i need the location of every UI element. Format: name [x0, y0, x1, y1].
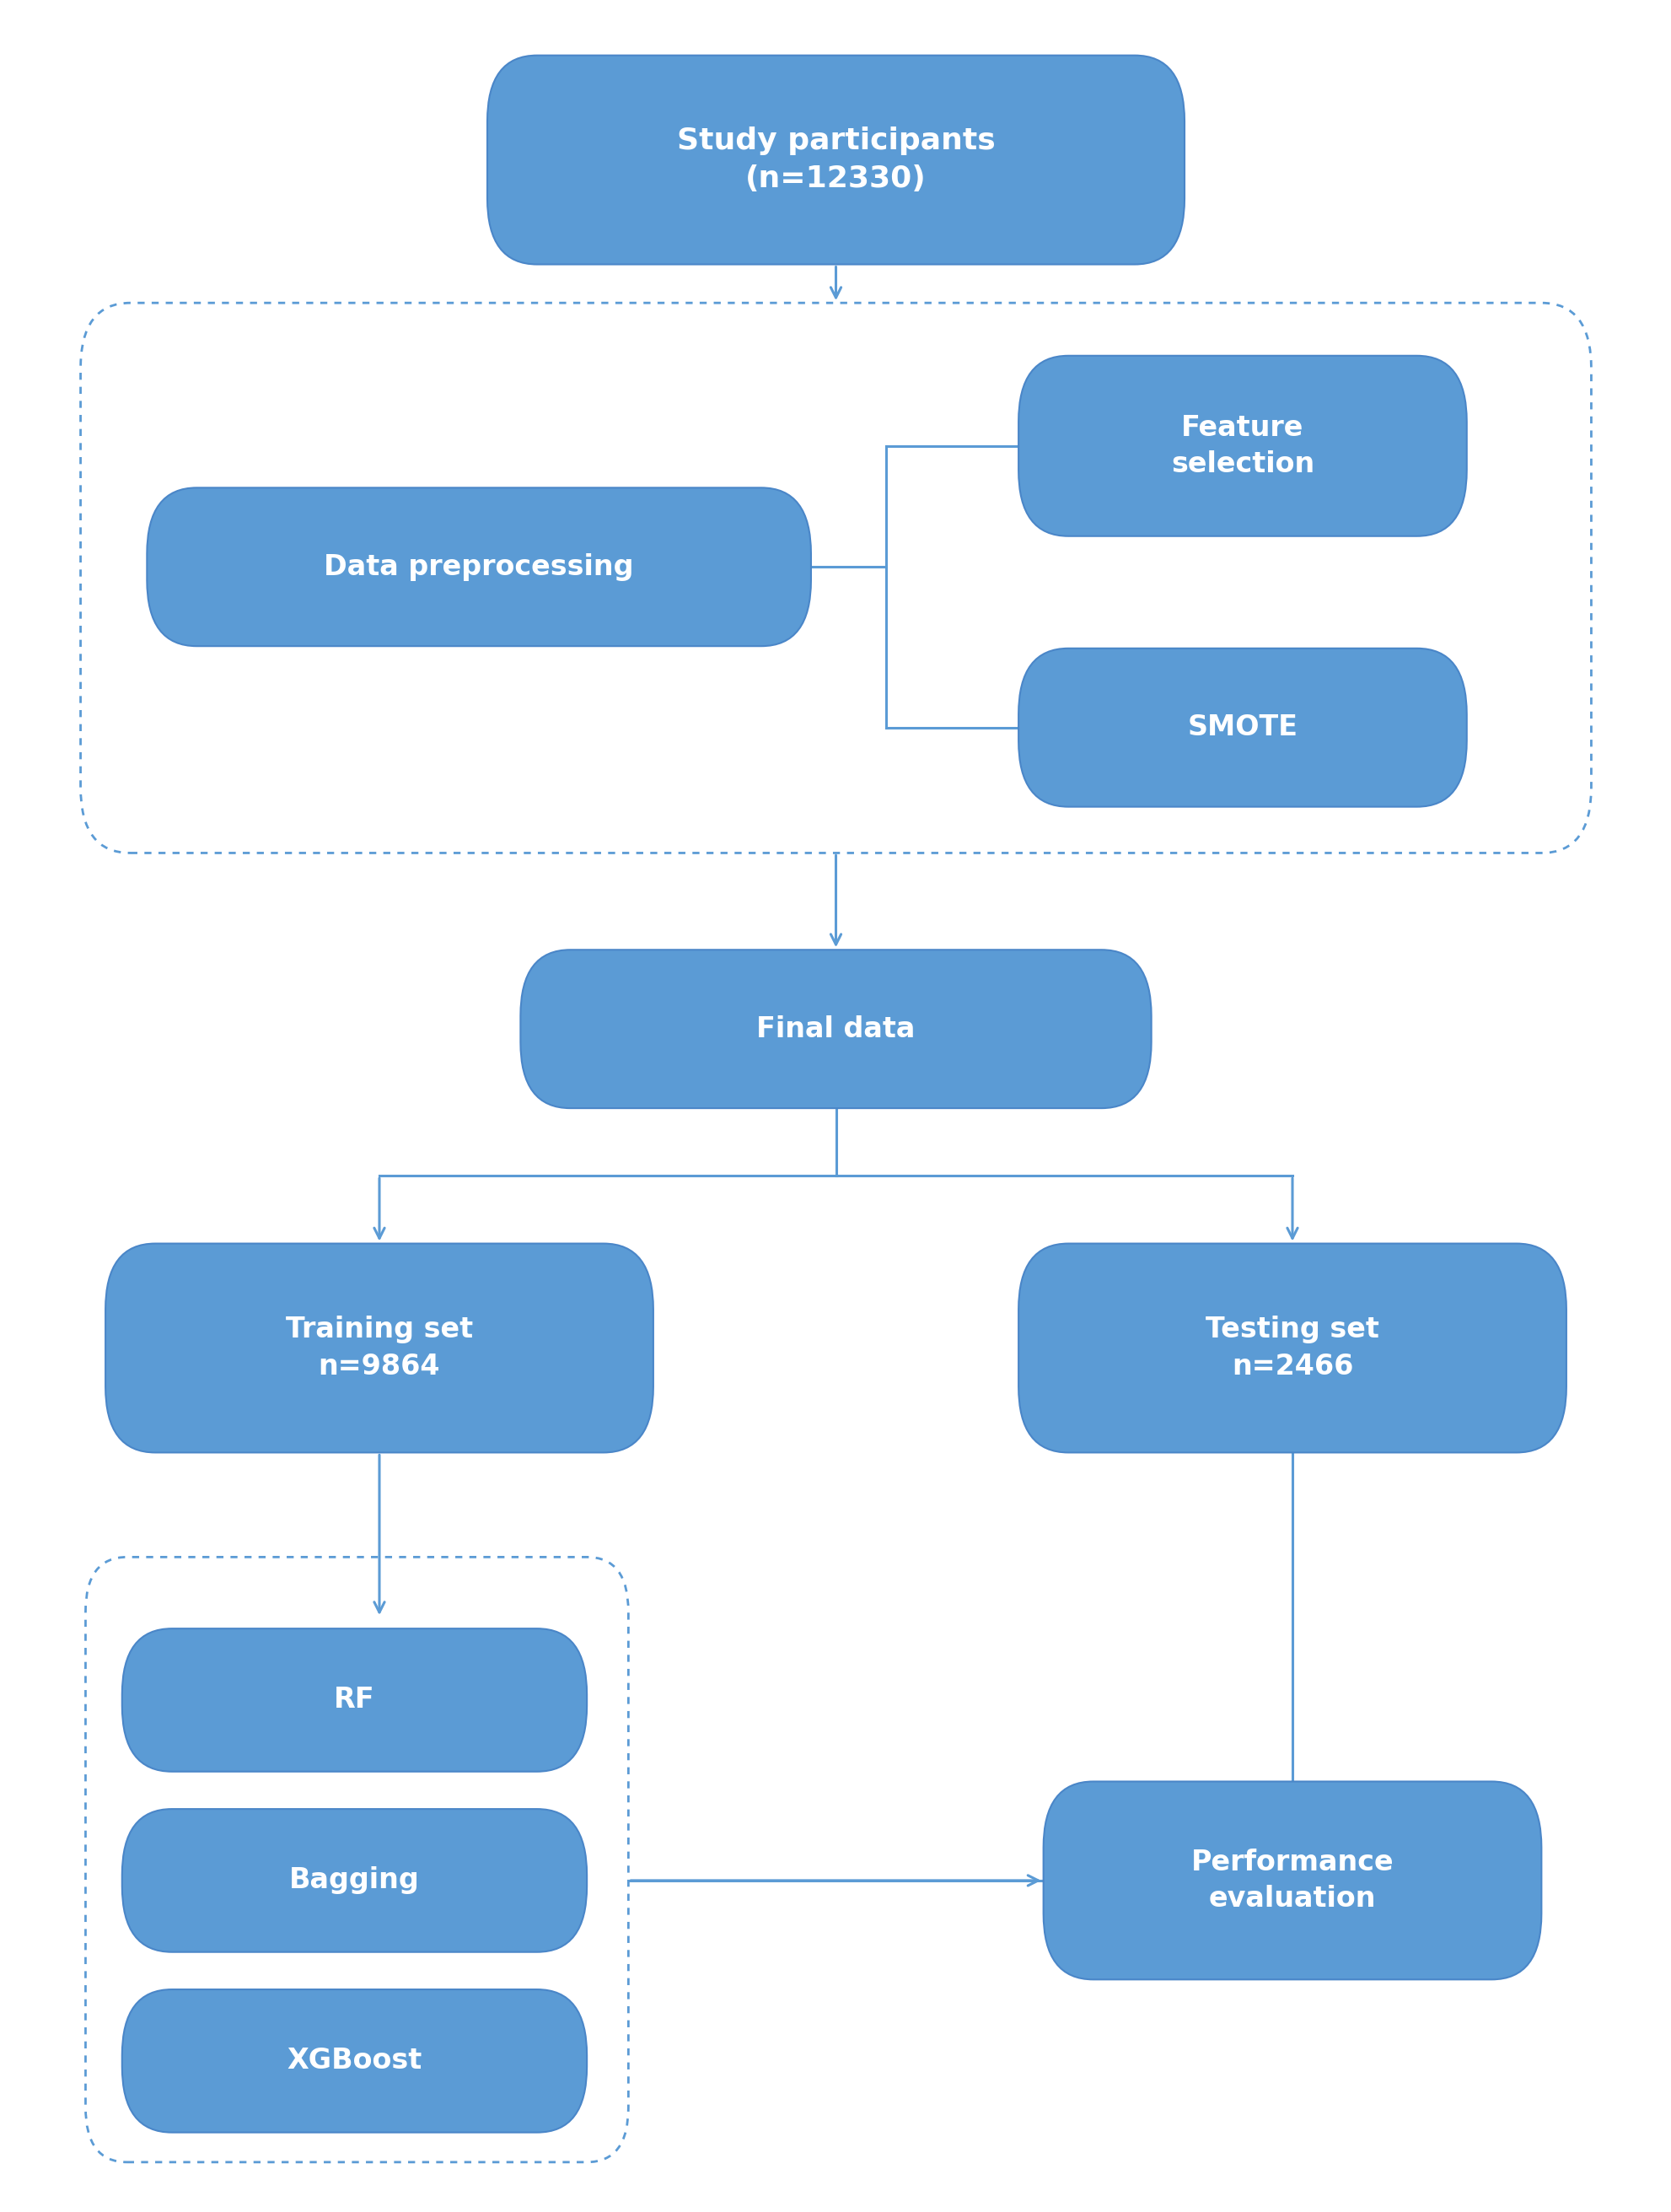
FancyBboxPatch shape [520, 949, 1151, 1108]
Text: Final data: Final data [757, 1015, 914, 1042]
Text: SMOTE: SMOTE [1186, 714, 1297, 741]
Text: Bagging: Bagging [289, 1867, 419, 1893]
FancyBboxPatch shape [122, 1989, 587, 2132]
FancyBboxPatch shape [1018, 1243, 1566, 1453]
FancyBboxPatch shape [1043, 1781, 1541, 1980]
FancyBboxPatch shape [122, 1809, 587, 1951]
Text: Performance
evaluation: Performance evaluation [1190, 1849, 1394, 1913]
Text: Testing set
n=2466: Testing set n=2466 [1205, 1316, 1379, 1380]
Text: Study participants
(n=12330): Study participants (n=12330) [677, 126, 994, 192]
FancyBboxPatch shape [486, 55, 1185, 265]
Text: RF: RF [334, 1686, 374, 1714]
FancyBboxPatch shape [147, 487, 810, 646]
Text: Training set
n=9864: Training set n=9864 [286, 1316, 473, 1380]
Text: Feature
selection: Feature selection [1170, 414, 1313, 478]
FancyBboxPatch shape [1018, 648, 1465, 807]
Text: Data preprocessing: Data preprocessing [324, 553, 633, 582]
FancyBboxPatch shape [105, 1243, 653, 1453]
FancyBboxPatch shape [122, 1628, 587, 1772]
FancyBboxPatch shape [1018, 356, 1465, 535]
Text: XGBoost: XGBoost [287, 2046, 421, 2075]
